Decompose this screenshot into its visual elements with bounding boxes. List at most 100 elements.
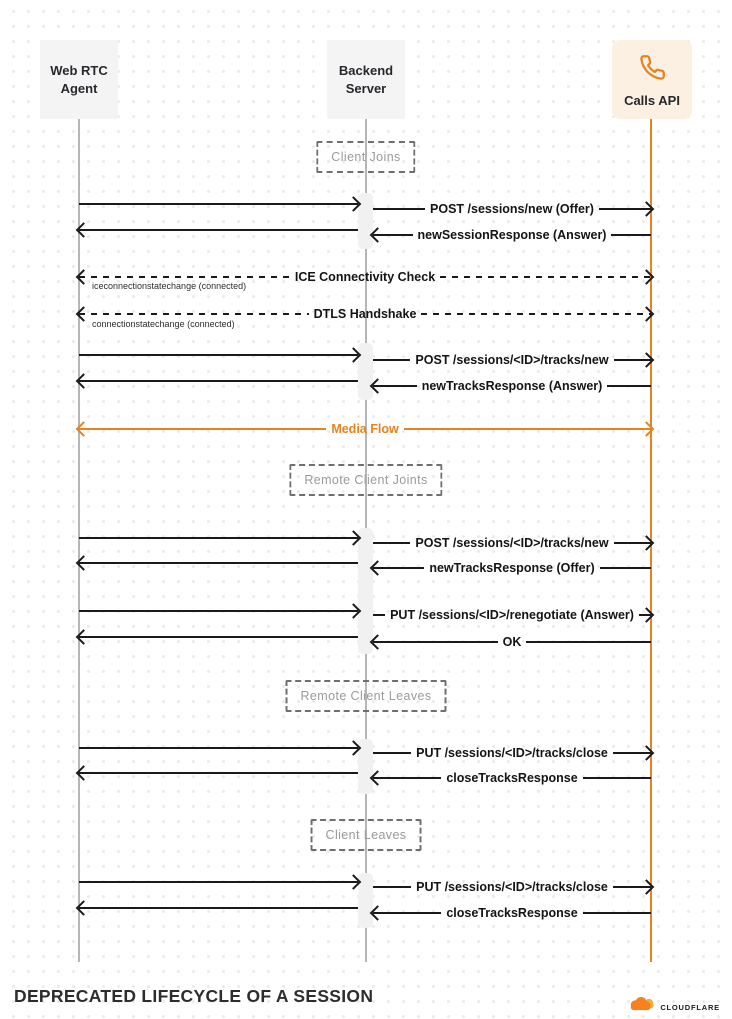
message-line (75, 765, 358, 781)
activation-bar (358, 343, 373, 400)
line-segment (373, 567, 425, 569)
line-segment (79, 636, 358, 638)
message-line (79, 740, 362, 756)
line-segment (79, 276, 290, 278)
actor-calls-api: Calls API (612, 40, 692, 119)
message-line: PUT /sessions/<ID>/renegotiate (Answer) (373, 607, 655, 623)
event-note: connectionstatechange (connected) (92, 319, 235, 329)
message-line (75, 373, 358, 389)
message-line (79, 196, 362, 212)
line-segment (79, 313, 309, 315)
arrowhead-left-icon (75, 421, 92, 437)
message-line (75, 629, 358, 645)
message-label: PUT /sessions/<ID>/tracks/close (416, 880, 608, 894)
message-line (79, 874, 362, 890)
arrowhead-left-icon (75, 900, 92, 916)
line-segment (79, 537, 358, 539)
line-segment (79, 229, 358, 231)
line-segment (612, 886, 651, 888)
line-segment (373, 234, 413, 236)
activation-bar (358, 193, 373, 249)
section-label: Remote Client Joints (304, 473, 428, 487)
section-client-leaves: Client Leaves (310, 819, 422, 851)
actor-label: Calls API (624, 93, 680, 109)
message-line: closeTracksResponse (369, 905, 652, 921)
message-label: newTracksResponse (Answer) (421, 379, 603, 393)
line-segment (440, 276, 652, 278)
section-client-joins: Client Joins (316, 141, 416, 173)
line-segment (607, 385, 651, 387)
message-label: closeTracksResponse (446, 906, 578, 920)
section-remote-client-leaves: Remote Client Leaves (285, 680, 447, 712)
message-line: POST /sessions/<ID>/tracks/new (373, 352, 655, 368)
diagram-title: DEPRECATED LIFECYCLE OF A SESSION (14, 986, 374, 1006)
message-line-dashed: ICE Connectivity Check (75, 269, 655, 285)
line-segment (373, 752, 412, 754)
arrowhead-left-icon (369, 227, 386, 243)
line-segment (611, 234, 652, 236)
cloudflare-wordmark: CLOUDFLARE (660, 1002, 720, 1012)
actor-label: Web RTC Agent (50, 62, 108, 96)
arrowhead-left-icon (75, 629, 92, 645)
line-segment (79, 380, 358, 382)
message-line: newSessionResponse (Answer) (369, 227, 652, 243)
phone-icon (639, 54, 666, 86)
cloudflare-cloud-icon (627, 995, 657, 1019)
line-segment (373, 359, 411, 361)
message-label: DTLS Handshake (313, 307, 417, 321)
lifeline-calls-api (650, 119, 652, 962)
arrowhead-left-icon (369, 905, 386, 921)
line-segment (582, 912, 652, 914)
section-label: Client Joins (331, 150, 401, 164)
arrowhead-left-icon (369, 378, 386, 394)
line-segment (599, 567, 651, 569)
message-line: newTracksResponse (Offer) (369, 560, 651, 576)
actor-backend-server: Backend Server (327, 40, 405, 119)
activation-bar (358, 739, 373, 794)
line-segment (373, 886, 412, 888)
arrowhead-left-icon (75, 555, 92, 571)
arrowhead-left-icon (75, 222, 92, 238)
line-segment (373, 385, 417, 387)
lifeline-web-rtc-agent (78, 119, 80, 962)
arrowhead-left-icon (369, 634, 386, 650)
message-line (79, 603, 362, 619)
line-segment (79, 907, 358, 909)
line-segment (373, 208, 426, 210)
message-line: POST /sessions/<ID>/tracks/new (373, 535, 655, 551)
message-label: closeTracksResponse (446, 771, 578, 785)
line-segment (526, 641, 651, 643)
message-line-dashed: DTLS Handshake (75, 306, 655, 322)
line-segment (373, 912, 442, 914)
line-segment (79, 354, 358, 356)
message-label: Media Flow (331, 422, 399, 436)
arrowhead-left-icon (75, 373, 92, 389)
line-segment (582, 777, 652, 779)
line-segment (373, 777, 442, 779)
message-line: closeTracksResponse (369, 770, 652, 786)
actor-label: Backend Server (338, 62, 394, 96)
message-label: ICE Connectivity Check (294, 270, 436, 284)
line-segment (421, 313, 651, 315)
arrowhead-left-icon (369, 560, 386, 576)
media-flow-line: Media Flow (75, 421, 655, 437)
message-line: PUT /sessions/<ID>/tracks/close (373, 879, 655, 895)
message-line (79, 347, 362, 363)
message-line (75, 900, 358, 916)
message-line: POST /sessions/new (Offer) (373, 201, 655, 217)
message-label: PUT /sessions/<ID>/tracks/close (416, 746, 608, 760)
message-label: POST /sessions/<ID>/tracks/new (415, 353, 609, 367)
message-label: PUT /sessions/<ID>/renegotiate (Answer) (390, 608, 634, 622)
line-segment (613, 542, 651, 544)
section-remote-client-joints: Remote Client Joints (289, 464, 443, 496)
section-label: Client Leaves (325, 828, 407, 842)
arrowhead-left-icon (369, 770, 386, 786)
message-line: newTracksResponse (Answer) (369, 378, 651, 394)
line-segment (79, 562, 358, 564)
section-label: Remote Client Leaves (300, 689, 432, 703)
message-label: POST /sessions/<ID>/tracks/new (415, 536, 609, 550)
arrowhead-left-icon (75, 269, 92, 285)
arrowhead-left-icon (75, 306, 92, 322)
message-line (79, 530, 362, 546)
